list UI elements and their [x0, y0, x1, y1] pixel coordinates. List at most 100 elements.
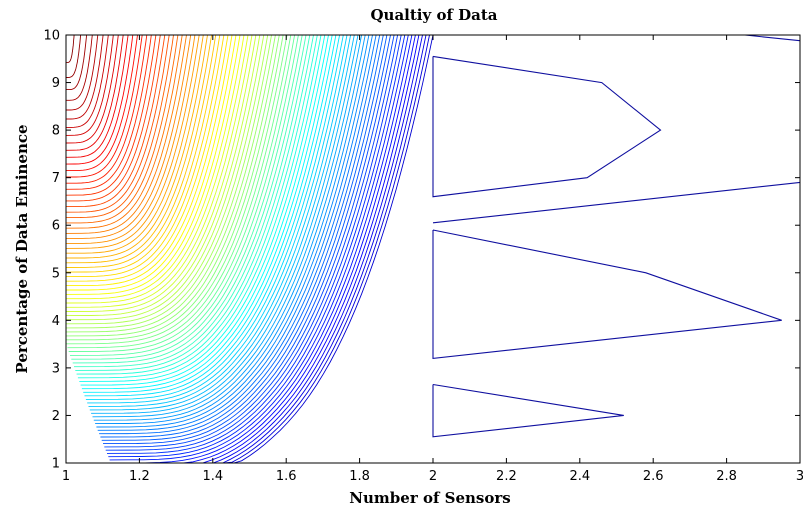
contour-level-line [84, 35, 341, 397]
x-tick-label: 2.6 [643, 469, 664, 484]
contour-level-line [66, 35, 241, 295]
x-tick-label: 1.4 [202, 469, 223, 484]
y-tick-label: 7 [52, 171, 60, 186]
contour-level-line [114, 35, 423, 463]
contour-level-line [109, 35, 409, 461]
contour-level-line [72, 35, 307, 364]
open-contour-line [744, 35, 800, 42]
x-tick-label: 2 [429, 469, 437, 484]
y-tick-label: 1 [52, 457, 60, 472]
y-tick-label: 10 [43, 29, 60, 44]
contour-level-line [96, 35, 373, 428]
contour-level-line [66, 35, 245, 300]
contour-level-line [66, 35, 249, 304]
plot-area [65, 34, 801, 464]
contour-level-line [66, 35, 88, 91]
contour-level-line [66, 35, 143, 178]
contour-level-line [66, 35, 104, 120]
y-tick-label: 8 [52, 124, 60, 139]
contour-level-line [66, 35, 124, 151]
contour-level-line [66, 35, 257, 312]
x-tick-label: 2.2 [496, 469, 517, 484]
contour-level-line [110, 35, 413, 463]
contour-lines [66, 35, 434, 463]
contour-level-line [66, 35, 93, 101]
contour-level-line [80, 35, 329, 386]
contour-level-line [116, 35, 427, 463]
x-tick-label: 1.8 [349, 469, 370, 484]
x-tick-label: 2.8 [716, 469, 737, 484]
contour-level-line [66, 35, 284, 341]
y-axis-label: Percentage of Data Eminence [13, 124, 31, 373]
closed-contour-regions [432, 35, 800, 438]
contour-level-line [66, 35, 288, 345]
contour-level-line [66, 35, 221, 273]
contour-level-line [83, 35, 337, 393]
contour-level-line [66, 35, 192, 239]
contour-level-line [97, 35, 377, 431]
contour-level-line [101, 35, 388, 441]
contour-level-line [66, 35, 204, 254]
x-tick-label: 2.4 [569, 469, 590, 484]
contour-level-line [66, 35, 129, 158]
contour-level-line [66, 35, 174, 219]
contour-level-line [66, 35, 233, 287]
x-axis-label: Number of Sensors [349, 489, 510, 507]
contour-level-line [79, 35, 326, 382]
y-tick-label: 3 [52, 361, 60, 376]
contour-level-line [66, 35, 272, 329]
contour-level-line [81, 35, 333, 390]
contour-level-line [66, 35, 138, 172]
contour-level-line [66, 35, 225, 278]
contour-level-line [66, 35, 75, 64]
contour-level-line [66, 35, 152, 190]
contour-level-line [66, 35, 237, 291]
contour-level-line [105, 35, 399, 451]
y-tick-label: 4 [52, 314, 60, 329]
x-tick-label: 1.6 [276, 469, 297, 484]
y-tick-label: 2 [52, 409, 60, 424]
x-tick-label: 3 [796, 469, 803, 484]
contour-level-line [68, 35, 296, 352]
y-tick-label: 5 [52, 266, 60, 281]
contour-level-line [89, 35, 355, 411]
contour-level-line [95, 35, 370, 425]
contour-level-line [85, 35, 344, 400]
contour-level-line [66, 35, 157, 196]
contour-level-line [66, 35, 82, 78]
contour-level-line [66, 35, 134, 165]
contour-level-line [108, 35, 406, 458]
contour-level-line [66, 35, 170, 213]
contour-level-line [66, 35, 109, 128]
contour-level-line [66, 35, 229, 282]
y-tick-label: 6 [52, 219, 60, 234]
contour-level-line [104, 35, 395, 448]
contour-level-line [75, 35, 314, 371]
closed-contour-region [432, 229, 782, 360]
contour-level-line [66, 35, 208, 259]
x-axis-ticks: 1 1.2 1.4 1.6 1.8 2 2.2 2.4 2.6 2.8 3 [62, 35, 803, 484]
contour-level-line [66, 35, 276, 333]
x-tick-label: 1 [62, 469, 70, 484]
contour-level-line [66, 35, 213, 264]
contour-level-line [92, 35, 363, 418]
closed-contour-region [432, 383, 624, 438]
contour-level-line [91, 35, 359, 414]
contour-level-line [66, 35, 114, 136]
contour-level-line [73, 35, 311, 368]
contour-level-line [112, 35, 416, 463]
contour-level-line [66, 35, 99, 111]
contour-level-line [66, 35, 166, 208]
contour-level-line [66, 35, 280, 337]
contour-level-line [71, 35, 303, 360]
contour-level-line [67, 35, 292, 349]
contour-level-line [66, 35, 196, 244]
contour-level-line [66, 35, 179, 224]
contour-level-line [117, 35, 430, 463]
contour-level-line [66, 35, 187, 234]
contour-level-line [69, 35, 299, 356]
contour-level-line [66, 35, 269, 325]
contour-level-line [87, 35, 348, 404]
y-tick-label: 9 [52, 76, 60, 91]
contour-level-line [66, 35, 253, 308]
